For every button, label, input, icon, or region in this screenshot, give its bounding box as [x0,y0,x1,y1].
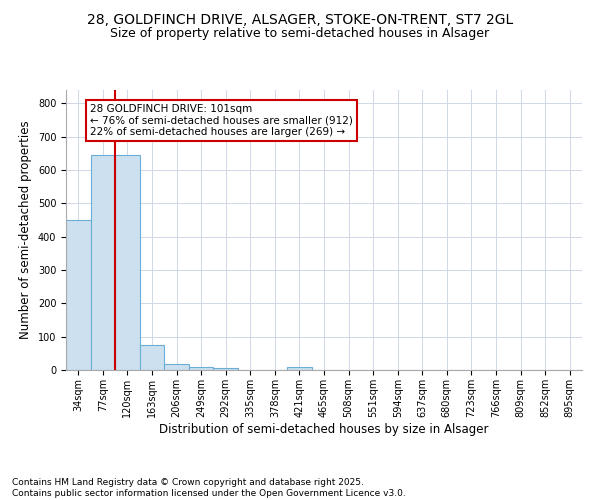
Y-axis label: Number of semi-detached properties: Number of semi-detached properties [19,120,32,340]
Bar [189,366,214,370]
Text: Size of property relative to semi-detached houses in Alsager: Size of property relative to semi-detach… [110,28,490,40]
Text: 28 GOLDFINCH DRIVE: 101sqm
← 76% of semi-detached houses are smaller (912)
22% o: 28 GOLDFINCH DRIVE: 101sqm ← 76% of semi… [90,104,353,137]
Bar [287,366,312,370]
Bar [91,155,115,370]
X-axis label: Distribution of semi-detached houses by size in Alsager: Distribution of semi-detached houses by … [159,422,489,436]
Bar [164,364,189,370]
Text: Contains HM Land Registry data © Crown copyright and database right 2025.
Contai: Contains HM Land Registry data © Crown c… [12,478,406,498]
Bar [115,155,140,370]
Bar [214,368,238,370]
Text: 28, GOLDFINCH DRIVE, ALSAGER, STOKE-ON-TRENT, ST7 2GL: 28, GOLDFINCH DRIVE, ALSAGER, STOKE-ON-T… [87,12,513,26]
Bar [66,220,91,370]
Bar [140,345,164,370]
